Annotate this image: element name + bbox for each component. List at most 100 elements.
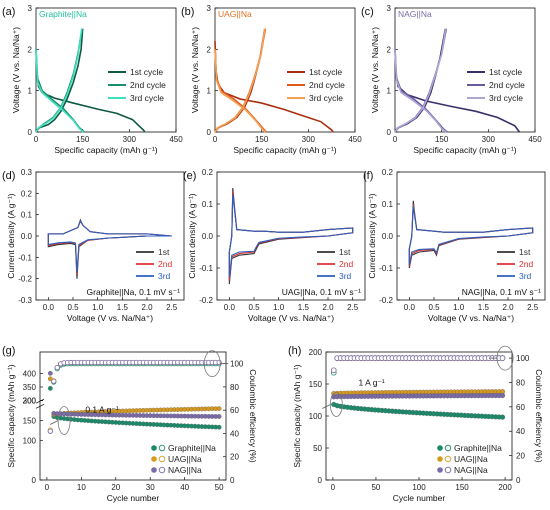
panel-f: 0.0 0.5 1.0 1.5 2.0 2.5 -0.2 -0.1 0.0 0.1 0.2 Volta… [363,168,546,323]
pointer-arrow-left [322,404,331,409]
y2-tick-label: 80 [230,383,239,392]
x-tick-label: 1.0 [453,303,465,312]
x-tick-label: 150 [76,135,90,144]
y-axis-label: Voltage (V vs. Na/Na⁺) [11,27,21,113]
x-tick-label: 0 [213,135,218,144]
x-tick-label: 30 [146,483,155,492]
y-tick-label: -0.1 [379,264,393,273]
y-axis-label: Voltage (V vs. Na/Na⁺) [370,27,380,113]
y-axis-label: Voltage (V vs. Na/Na⁺) [190,27,200,113]
x-tick-label: 40 [180,483,189,492]
y2-tick-label: 100 [230,360,244,369]
legend-label: NAG||Na [454,465,488,475]
legend-label: 1st [519,247,531,257]
y-tick-label: -0.1 [18,253,32,262]
y-tick-label: 0.2 [21,189,33,198]
y2-tick-label: 100 [516,354,530,363]
x-tick-label: 1.0 [273,303,285,312]
legend-label: 1st [158,247,170,257]
series-line-2 [228,191,354,281]
legend-label: 3rd cycle [489,93,523,103]
y-tick-label: 0 [387,128,392,137]
legend-label: 3rd [158,271,171,281]
ce-point [54,364,60,371]
y-tick-label: 0 [207,128,212,137]
y-tick-label: 0.1 [382,200,394,209]
legend-label: 1st [339,247,351,257]
highlight-ellipse-left [57,406,71,435]
y-tick-label: 1 [207,87,212,96]
y-axis-label: Specific capacity (mAh g⁻¹) [6,364,16,467]
y-axis-label: Current density (A g⁻¹) [6,193,16,278]
x-tick-label: 10 [77,483,86,492]
x-tick-label: 0.0 [404,303,416,312]
y-tick-label: 0.1 [202,200,214,209]
y-tick-label: 3 [387,4,392,13]
plot-frame [39,351,227,481]
x-tick-label: 450 [348,135,362,144]
y2-tick-label: 20 [516,452,525,461]
y-tick-label: 1 [387,87,392,96]
annotation: Graphite||Na, 0.1 mV s⁻¹ [87,287,181,297]
x-axis-label: Cycle number [107,493,160,503]
panel-label: (b) [181,6,194,18]
capacity-point [499,414,506,420]
annotation: NAG||Na, 0.1 mV s⁻¹ [462,287,541,297]
legend-marker-filled [151,445,157,451]
x-tick-label: 450 [169,135,183,144]
y-tick-label: 100 [309,412,323,421]
x-tick-label: 300 [302,135,316,144]
legend-marker-open [444,466,452,474]
series-line-1 [228,187,354,285]
panel-d: 0.0 0.5 1.0 1.5 2.0 2.5 -0.3 -0.2 -0.1 0.0 0.1 0.2 0… [2,168,185,323]
x-tick-label: 1.5 [117,303,129,312]
x-axis-label: Specific capacity (mAh g⁻¹) [233,145,336,155]
y-tick-label: 0.1 [21,211,33,220]
panel-b: 0 150 300 450 0 1 2 3 Specific capacity (mAh g⁻¹… [181,4,362,155]
y-tick-label: 0.0 [202,232,214,241]
series-line-1 [47,218,172,279]
y-tick-label: -0.2 [199,296,213,305]
series-line-2 [47,219,172,275]
y2-tick-label: 0 [230,476,235,485]
capacity-point [216,424,222,430]
y-tick-label: 0.2 [382,168,394,177]
y-tick-label: 50 [313,444,322,453]
panel-g: 0 10 20 30 40 5001001502003003504000204060801… [2,345,258,503]
legend-label: Graphite||Na [454,443,502,453]
plot-frame [214,7,356,133]
series-line-charge-3 [35,28,83,133]
y2-tick-label: 80 [516,378,525,387]
x-axis-label: Voltage (V vs. Na/Na⁺) [67,313,153,323]
legend-marker-filled [151,456,157,462]
x-tick-label: 0.5 [428,303,440,312]
x-tick-label: 2.5 [347,303,359,312]
legend-label: 1st cycle [489,67,522,77]
series-line-1 [408,200,534,269]
x-tick-label: 1.5 [298,303,310,312]
x-tick-label: 0 [393,135,398,144]
legend-label: 2nd [519,259,533,269]
series-line-3 [394,49,447,133]
legend-label: 1st cycle [309,67,342,77]
x-tick-label: 0.5 [67,303,79,312]
x-tick-label: 50 [215,483,224,492]
pointer-arrow-left [49,420,59,425]
legend-label: 3rd [519,271,532,281]
series-line-3 [228,194,354,278]
y-tick-label: 3 [28,4,33,13]
y-tick-label: -0.2 [18,275,32,284]
legend-marker-filled [151,467,157,473]
x-tick-label: 0 [34,135,39,144]
x-tick-label: 1.5 [478,303,490,312]
x-axis-label: Voltage (V vs. Na/Na⁺) [248,313,334,323]
annotation: 0.1 A g⁻¹ [85,405,118,415]
y-tick-label: 2 [387,45,392,54]
x-tick-label: 150 [435,135,449,144]
x-tick-label: 1.0 [92,303,104,312]
y-tick-label: 150 [309,380,323,389]
panel-label: (c) [361,6,374,18]
y-tick-label: 0 [32,476,37,485]
y-tick-label: -0.2 [379,296,393,305]
